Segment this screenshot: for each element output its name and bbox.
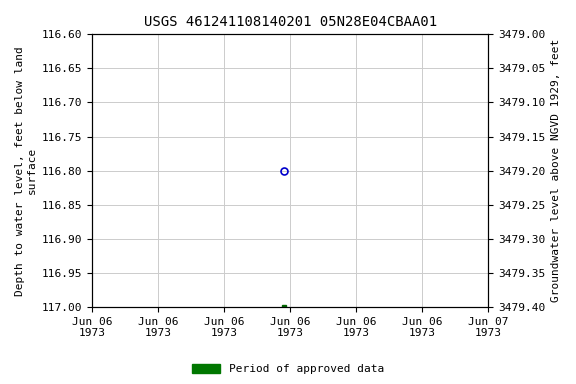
Title: USGS 461241108140201 05N28E04CBAA01: USGS 461241108140201 05N28E04CBAA01 — [144, 15, 437, 29]
Y-axis label: Groundwater level above NGVD 1929, feet: Groundwater level above NGVD 1929, feet — [551, 39, 561, 302]
Y-axis label: Depth to water level, feet below land
surface: Depth to water level, feet below land su… — [15, 46, 37, 296]
Legend: Period of approved data: Period of approved data — [188, 359, 388, 379]
